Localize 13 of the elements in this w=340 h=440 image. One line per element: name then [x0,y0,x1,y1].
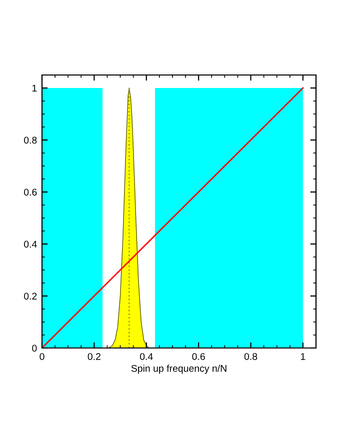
y-tick-label: 0 [32,344,37,352]
x-tick-label: 0.2 [88,353,100,360]
y-tick-label: 0.6 [24,188,37,196]
x-tick-label: 0.4 [140,353,153,360]
y-tick-label: 0.8 [24,136,37,144]
x-tick-label: 0 [40,353,44,360]
x-tick-label: 0.6 [192,353,205,360]
y-tick-label: 1 [32,84,37,92]
x-tick-label: 0.8 [244,353,258,360]
y-tick-label: 0.2 [24,292,37,300]
y-tick-label: 0.4 [24,240,37,248]
x-axis-title: Spin up frequency n/N [131,364,226,374]
x-tick-label: 1 [300,353,306,360]
